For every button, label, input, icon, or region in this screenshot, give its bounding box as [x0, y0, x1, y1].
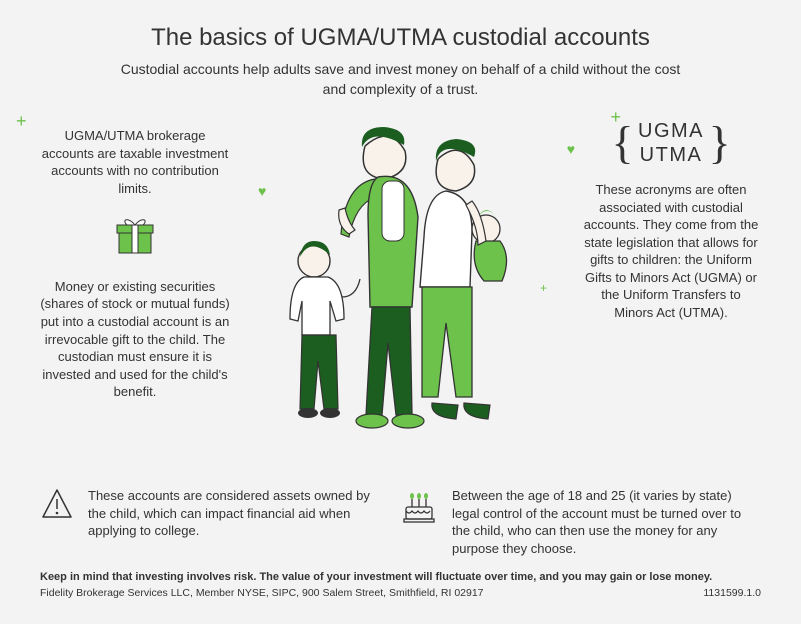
- warning-icon: [40, 487, 74, 526]
- warning-text: These accounts are considered assets own…: [88, 487, 370, 540]
- warning-block: These accounts are considered assets own…: [40, 487, 370, 540]
- heart-icon: ♥: [567, 141, 575, 157]
- gift-icon: [111, 211, 159, 264]
- footer-legal-row: Fidelity Brokerage Services LLC, Member …: [40, 587, 761, 599]
- acronym-line-1: UGMA: [638, 120, 704, 142]
- cake-text: Between the age of 18 and 25 (it varies …: [452, 487, 761, 557]
- sparkle-icon: +: [16, 111, 27, 132]
- right-para: These acronyms are often associated with…: [581, 181, 761, 321]
- cake-block: Between the age of 18 and 25 (it varies …: [400, 487, 761, 557]
- family-illustration: [250, 111, 560, 451]
- acronym-line-2: UTMA: [640, 144, 703, 166]
- left-para-1: UGMA/UTMA brokerage accounts are taxable…: [40, 127, 230, 197]
- left-para-2: Money or existing securities (shares of …: [40, 278, 230, 401]
- acronym-box: { UGMA UTMA }: [581, 119, 761, 167]
- brace-right-icon: }: [708, 120, 730, 166]
- page-title: The basics of UGMA/UTMA custodial accoun…: [40, 24, 761, 52]
- footer-code: 1131599.1.0: [703, 587, 761, 599]
- left-column: UGMA/UTMA brokerage accounts are taxable…: [40, 127, 230, 401]
- main-area: + ♥ + + ♥ UGMA/UTMA brokerage accounts a…: [40, 111, 761, 481]
- brace-left-icon: {: [611, 120, 633, 166]
- bottom-row: These accounts are considered assets own…: [40, 487, 761, 557]
- page-subtitle: Custodial accounts help adults save and …: [121, 60, 681, 99]
- footer-legal: Fidelity Brokerage Services LLC, Member …: [40, 587, 484, 599]
- footer-risk: Keep in mind that investing involves ris…: [40, 571, 761, 583]
- cake-icon: [400, 487, 438, 530]
